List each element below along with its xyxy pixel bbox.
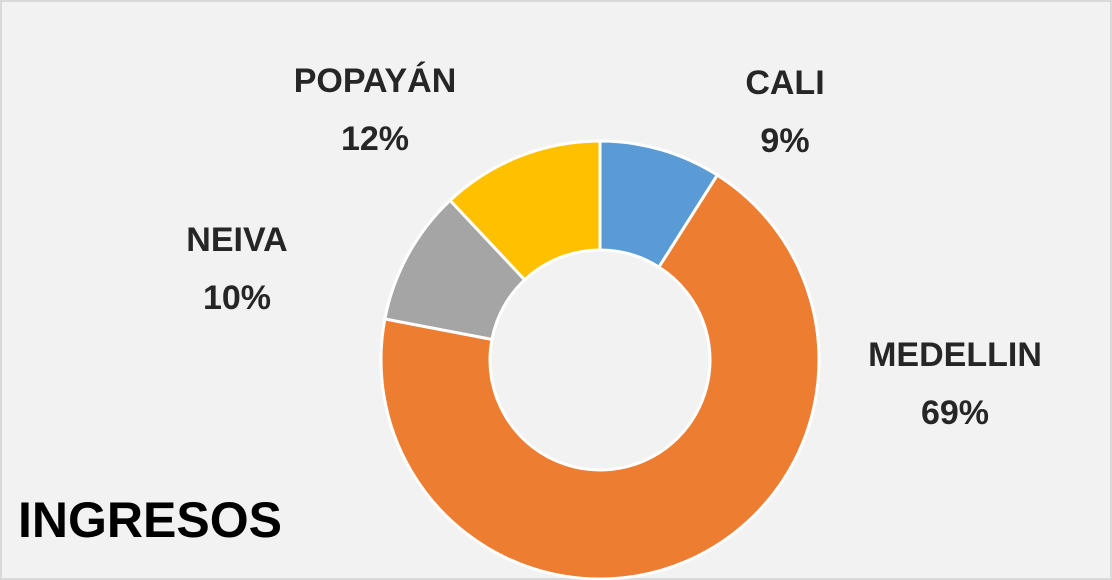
category-label: POPAYÁN	[294, 62, 457, 100]
value-label: 69%	[921, 394, 989, 432]
value-label: 9%	[760, 122, 809, 160]
value-label: 10%	[203, 279, 271, 317]
value-label: 12%	[341, 120, 409, 158]
chart-title: INGRESOS	[18, 492, 282, 548]
category-label: MEDELLIN	[868, 336, 1042, 374]
category-label: CALI	[745, 64, 824, 102]
category-label: NEIVA	[186, 221, 287, 259]
donut-segment	[379, 173, 821, 580]
donut-segment	[447, 139, 602, 282]
